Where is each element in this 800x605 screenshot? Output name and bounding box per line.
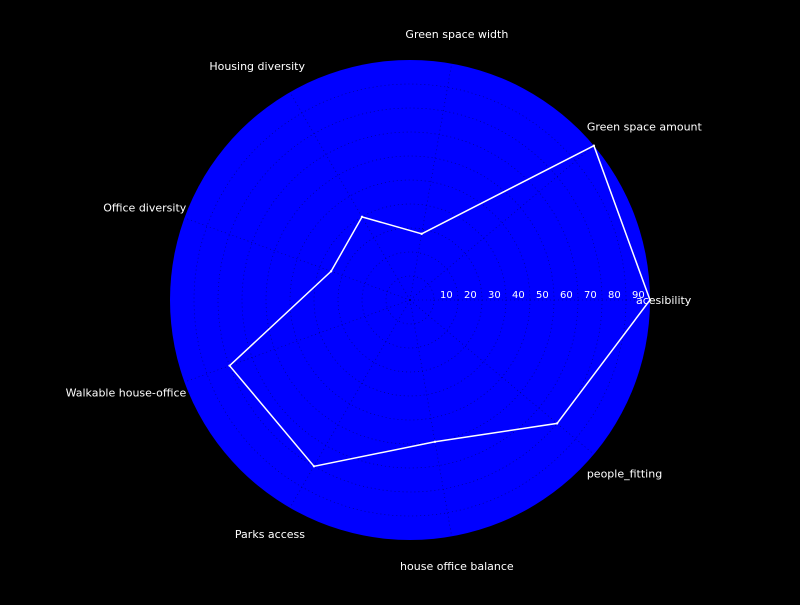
grid-spoke-2: [409, 63, 452, 301]
grid-spoke-7: [409, 299, 452, 537]
axis-label-0: acesibility: [636, 294, 692, 307]
axis-label-3: Housing diversity: [209, 60, 305, 73]
data-point-5: [228, 364, 231, 367]
grid-spoke-3: [289, 92, 411, 301]
axis-label-4: Office diversity: [103, 202, 187, 215]
data-series-line: [228, 144, 651, 468]
r-tick-label-50: 50: [536, 290, 549, 301]
axis-label-2: Green space width: [405, 28, 508, 41]
r-tick-label-80: 80: [608, 290, 621, 301]
r-tick-label-30: 30: [488, 290, 501, 301]
axis-label-1: Green space amount: [587, 120, 703, 133]
data-point-7: [433, 440, 437, 444]
r-tick-label-70: 70: [584, 290, 597, 301]
data-point-1: [592, 144, 596, 147]
data-point-3: [360, 215, 364, 219]
axis-label-8: people_fitting: [587, 468, 662, 481]
axis-label-6: Parks access: [235, 528, 305, 541]
grid-spoke-4: [184, 217, 411, 301]
r-tick-label-20: 20: [464, 290, 477, 301]
r-tick-label-60: 60: [560, 290, 573, 301]
r-tick-label-40: 40: [512, 290, 525, 301]
data-point-8: [555, 422, 559, 425]
grid-spoke-1: [409, 145, 595, 301]
data-point-6: [312, 465, 316, 468]
axis-label-7: house office balance: [400, 560, 514, 573]
grid-spoke-5: [184, 299, 411, 383]
r-tick-label-10: 10: [440, 290, 453, 301]
grid-spoke-6: [289, 299, 411, 508]
data-point-4: [329, 270, 333, 273]
axis-label-5: Walkable house-office: [66, 386, 187, 399]
data-point-0: [648, 298, 652, 302]
r-tick-label-90: 90: [632, 290, 645, 301]
data-point-2: [420, 232, 423, 236]
